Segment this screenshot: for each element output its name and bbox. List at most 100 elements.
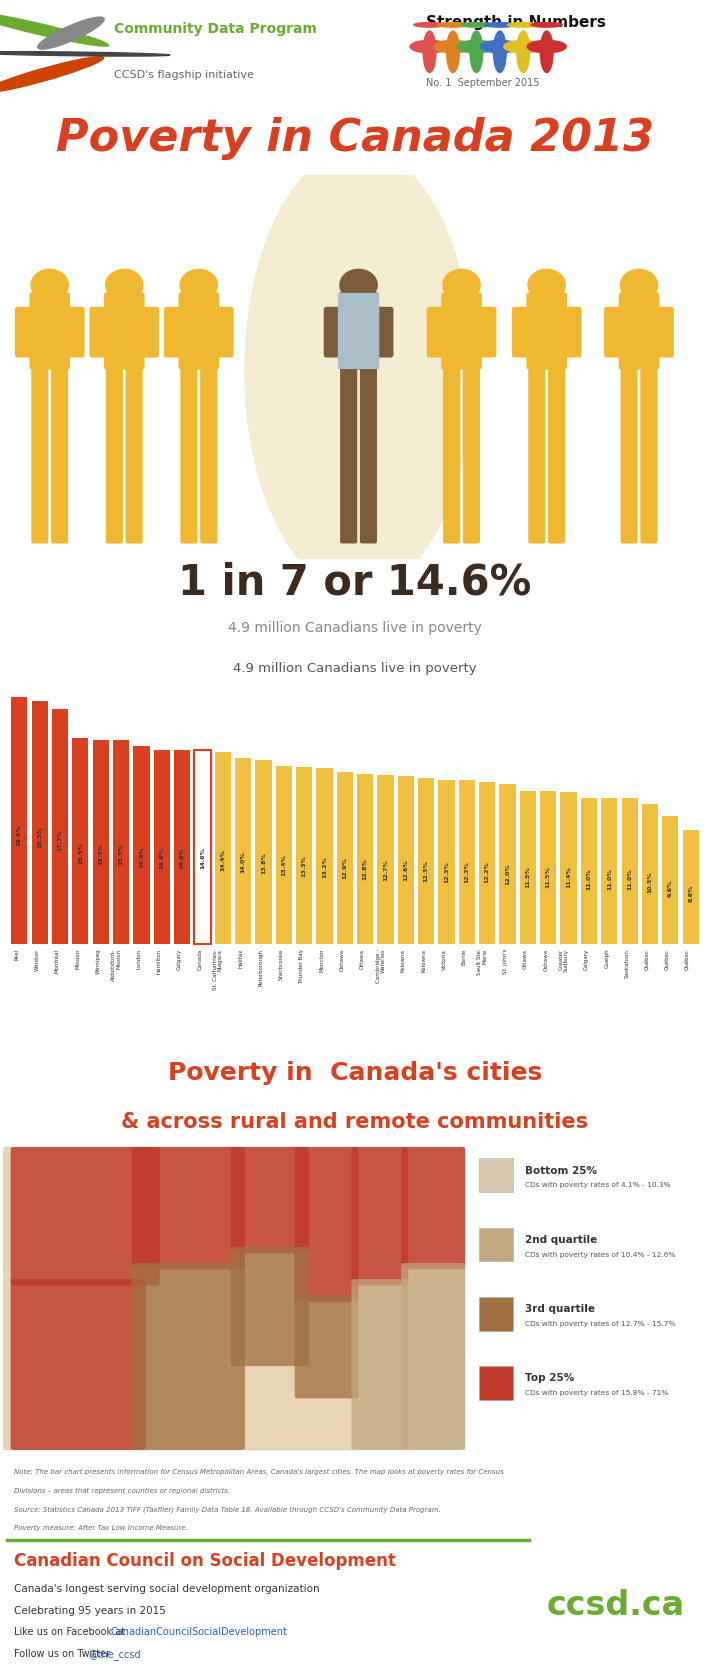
Bar: [378, 775, 393, 944]
Bar: [581, 798, 597, 944]
FancyBboxPatch shape: [106, 362, 123, 543]
FancyBboxPatch shape: [512, 307, 532, 357]
Text: 13.3%: 13.3%: [302, 855, 307, 877]
Text: Calgary: Calgary: [584, 949, 589, 970]
FancyBboxPatch shape: [11, 1279, 146, 1450]
Text: Peterborough: Peterborough: [258, 949, 263, 985]
Bar: [662, 817, 679, 944]
Bar: [72, 738, 89, 944]
Text: Poverty measure: After Tax Low Income Measure.: Poverty measure: After Tax Low Income Me…: [14, 1525, 188, 1531]
Text: 12.2%: 12.2%: [485, 862, 490, 883]
FancyBboxPatch shape: [131, 1147, 245, 1269]
Bar: [296, 767, 312, 944]
Text: 10.5%: 10.5%: [648, 872, 652, 893]
Text: Moncton: Moncton: [320, 949, 324, 972]
Bar: [275, 767, 292, 944]
Text: Québec: Québec: [686, 949, 691, 970]
FancyBboxPatch shape: [351, 1279, 408, 1450]
Ellipse shape: [410, 40, 449, 53]
Text: 18.3%: 18.3%: [37, 827, 42, 848]
Text: 2nd quartile: 2nd quartile: [525, 1234, 598, 1244]
Text: Ottawa: Ottawa: [360, 949, 365, 969]
Text: Bottom 25%: Bottom 25%: [525, 1166, 597, 1176]
FancyBboxPatch shape: [479, 1227, 513, 1261]
Ellipse shape: [480, 40, 520, 53]
Text: 15.3%: 15.3%: [119, 843, 124, 865]
Ellipse shape: [470, 32, 483, 72]
FancyBboxPatch shape: [443, 362, 460, 543]
Circle shape: [461, 23, 492, 27]
Ellipse shape: [540, 32, 553, 72]
Circle shape: [528, 269, 565, 301]
FancyBboxPatch shape: [139, 307, 159, 357]
FancyBboxPatch shape: [604, 307, 624, 357]
Bar: [52, 708, 68, 944]
Text: CDs with poverty rates of 4.1% - 10.3%: CDs with poverty rates of 4.1% - 10.3%: [525, 1182, 671, 1189]
FancyBboxPatch shape: [526, 292, 567, 369]
Text: Sherbrooke: Sherbrooke: [279, 949, 284, 980]
Bar: [174, 750, 190, 944]
Text: 14.0%: 14.0%: [241, 852, 246, 873]
Text: 14.6%: 14.6%: [200, 848, 205, 870]
Text: 11.0%: 11.0%: [586, 868, 591, 890]
Text: CanadianCouncilSocialDevelopment: CanadianCouncilSocialDevelopment: [110, 1627, 287, 1637]
Text: 13.4%: 13.4%: [281, 855, 286, 877]
Text: Source: Statistics Canada 2013 TIFF (Taxfiler) Family Data Table 18. Available t: Source: Statistics Canada 2013 TIFF (Tax…: [14, 1506, 441, 1513]
Text: No. 1  September 2015: No. 1 September 2015: [426, 78, 540, 89]
Text: 12.3%: 12.3%: [464, 862, 469, 883]
Ellipse shape: [0, 52, 170, 57]
Circle shape: [437, 23, 469, 27]
FancyBboxPatch shape: [441, 292, 482, 369]
Bar: [153, 750, 170, 944]
FancyBboxPatch shape: [476, 307, 496, 357]
Text: Strength in Numbers: Strength in Numbers: [426, 15, 606, 30]
Bar: [520, 792, 536, 944]
Ellipse shape: [245, 149, 472, 591]
Bar: [357, 773, 373, 944]
Text: Windsor: Windsor: [35, 949, 40, 970]
Text: Top 25%: Top 25%: [525, 1373, 574, 1383]
Circle shape: [414, 23, 445, 27]
Ellipse shape: [447, 32, 459, 72]
Bar: [256, 760, 272, 944]
Circle shape: [31, 269, 68, 301]
Text: 12.3%: 12.3%: [444, 862, 449, 883]
Text: Oshawa: Oshawa: [340, 949, 345, 970]
Bar: [479, 782, 496, 944]
Circle shape: [484, 23, 515, 27]
Text: 4.9 million Canadians live in poverty: 4.9 million Canadians live in poverty: [233, 661, 477, 675]
Text: Abbotsford-
Mission: Abbotsford- Mission: [111, 949, 121, 980]
FancyBboxPatch shape: [360, 362, 377, 543]
Ellipse shape: [457, 40, 496, 53]
Text: 4.9 million Canadians live in poverty: 4.9 million Canadians live in poverty: [228, 621, 482, 635]
Text: Hamilton: Hamilton: [157, 949, 162, 974]
Circle shape: [106, 269, 143, 301]
Text: Thunder Bay: Thunder Bay: [299, 949, 304, 984]
Circle shape: [443, 269, 480, 301]
FancyBboxPatch shape: [338, 292, 379, 369]
FancyBboxPatch shape: [479, 1366, 513, 1399]
Ellipse shape: [0, 57, 104, 92]
Ellipse shape: [0, 12, 109, 47]
Text: St. John's: St. John's: [503, 949, 508, 974]
Text: Community Data Program: Community Data Program: [114, 22, 317, 37]
FancyBboxPatch shape: [340, 362, 357, 543]
Text: London: London: [136, 949, 141, 969]
Bar: [133, 746, 150, 944]
Bar: [113, 740, 129, 944]
FancyBboxPatch shape: [51, 362, 68, 543]
FancyBboxPatch shape: [29, 292, 70, 369]
FancyBboxPatch shape: [104, 292, 145, 369]
FancyBboxPatch shape: [621, 362, 638, 543]
FancyBboxPatch shape: [180, 362, 197, 543]
Text: Mission: Mission: [75, 949, 80, 969]
FancyBboxPatch shape: [401, 1263, 465, 1450]
Text: 12.0%: 12.0%: [505, 863, 510, 885]
FancyBboxPatch shape: [126, 362, 143, 543]
Bar: [398, 777, 414, 944]
Ellipse shape: [528, 40, 567, 53]
Bar: [92, 740, 109, 944]
FancyBboxPatch shape: [295, 1296, 359, 1398]
Text: 11.5%: 11.5%: [546, 865, 551, 887]
Bar: [560, 792, 577, 944]
